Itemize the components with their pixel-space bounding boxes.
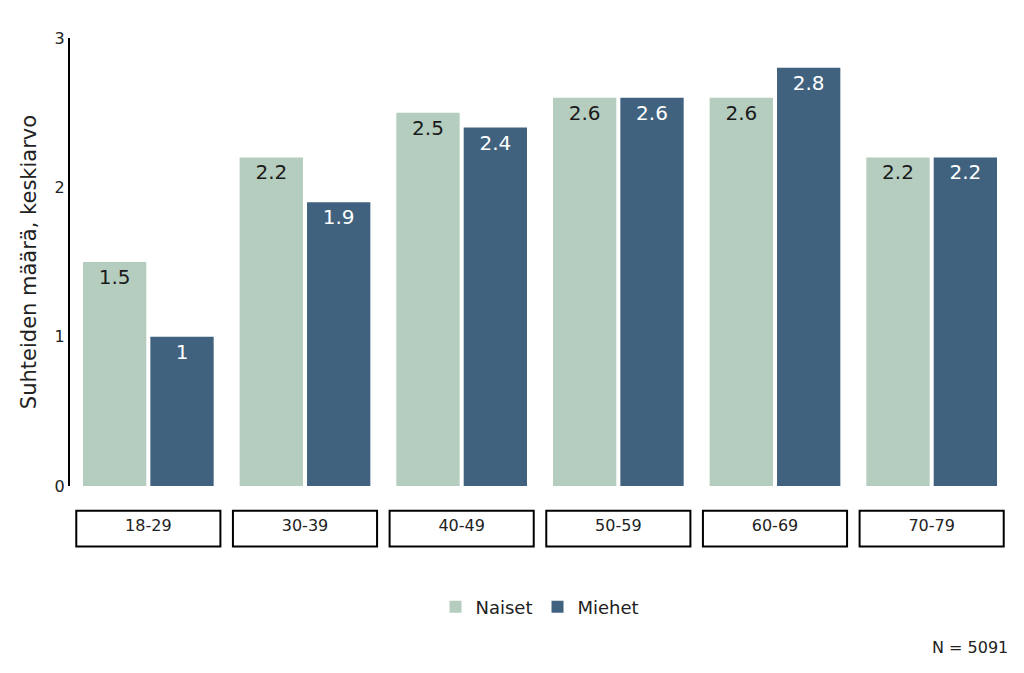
svg-text:2.2: 2.2 [882, 160, 914, 184]
svg-text:70-79: 70-79 [908, 516, 955, 535]
svg-text:2.2: 2.2 [949, 160, 981, 184]
svg-text:40-49: 40-49 [438, 516, 485, 535]
svg-text:3: 3 [55, 29, 65, 48]
svg-text:1: 1 [176, 340, 189, 364]
svg-text:30-39: 30-39 [282, 516, 329, 535]
svg-text:2.6: 2.6 [636, 101, 668, 125]
svg-text:2.8: 2.8 [793, 71, 825, 95]
svg-text:1.5: 1.5 [99, 265, 131, 289]
svg-text:1.9: 1.9 [323, 205, 355, 229]
svg-text:2.2: 2.2 [255, 160, 287, 184]
svg-text:2.6: 2.6 [725, 101, 757, 125]
svg-text:Naiset: Naiset [476, 597, 533, 618]
svg-text:Miehet: Miehet [578, 597, 639, 618]
svg-text:50-59: 50-59 [595, 516, 642, 535]
svg-text:2.6: 2.6 [569, 101, 601, 125]
svg-text:18-29: 18-29 [125, 516, 172, 535]
svg-text:N = 5091: N = 5091 [932, 638, 1008, 657]
svg-text:Suhteiden määrä, keskiarvo: Suhteiden määrä, keskiarvo [17, 115, 41, 409]
svg-text:60-69: 60-69 [752, 516, 799, 535]
svg-text:0: 0 [55, 477, 65, 496]
svg-text:1: 1 [55, 327, 65, 346]
svg-text:2.5: 2.5 [412, 116, 444, 140]
svg-text:2: 2 [55, 178, 65, 197]
svg-text:2.4: 2.4 [479, 131, 511, 155]
